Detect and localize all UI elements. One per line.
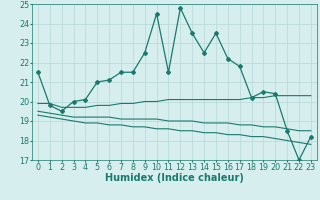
X-axis label: Humidex (Indice chaleur): Humidex (Indice chaleur)	[105, 173, 244, 183]
